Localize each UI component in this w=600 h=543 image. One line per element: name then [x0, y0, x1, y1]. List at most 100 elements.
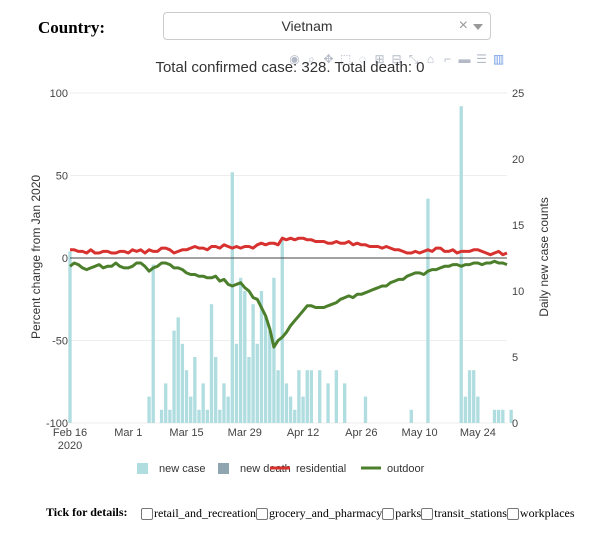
checkbox-grocery-and-pharmacy[interactable]: grocery_and_pharmacy: [255, 506, 383, 521]
left-tick-label: 50: [56, 171, 68, 183]
bar-new-case: [214, 357, 218, 423]
bar-new-case: [492, 409, 497, 423]
bar-new-case: [230, 172, 234, 423]
x-tick-year-label: 2020: [58, 440, 82, 452]
bar-new-case: [259, 291, 264, 423]
left-tick-label: -50: [52, 336, 68, 348]
details-label: Tick for details:: [46, 505, 128, 519]
y-axis-left-label: Percent change from Jan 2020: [29, 175, 43, 339]
y-axis-right-label: Daily new case counts: [537, 197, 551, 316]
bar-new-case: [426, 198, 430, 423]
bar-new-case: [293, 409, 297, 423]
spike-icon[interactable]: ⌐: [443, 52, 451, 66]
x-tick-label: Feb 16: [53, 427, 87, 439]
bar-new-case: [68, 251, 72, 423]
chart: Total confirmed case: 328. Total death: …: [29, 59, 551, 475]
right-tick-label: 15: [512, 220, 524, 232]
bar-new-case: [197, 409, 201, 423]
x-tick-label: Mar 1: [114, 427, 142, 439]
right-tick-label: 5: [512, 352, 518, 364]
bar-new-case: [193, 357, 197, 423]
bar-new-case: [276, 370, 280, 423]
right-axis: 0 5 10 15 20 25: [512, 88, 524, 430]
checkbox-label: retail_and_recreation: [154, 506, 256, 520]
bar-new-case: [189, 396, 193, 423]
pan-icon[interactable]: ✥: [323, 52, 334, 66]
legend-swatch: [218, 463, 229, 474]
bar-new-case: [334, 370, 339, 423]
series-residential-line: [70, 236, 508, 257]
bar-new-case: [509, 409, 513, 423]
bar-new-case: [497, 409, 501, 423]
zoom-out-icon[interactable]: ⊟: [391, 52, 402, 66]
x-tick-label: Apr 26: [345, 427, 377, 439]
chart-modebar: ◉ ⌕ ✥ ⬚ ◌ ⊞ ⊟ ⤡ ⌂ ⌐ ▬ ☰ ▥: [288, 53, 505, 71]
checkbox-label: grocery_and_pharmacy: [268, 506, 383, 520]
bar-new-case: [234, 343, 239, 423]
bar-new-case: [151, 264, 155, 423]
checkbox-transit-stations[interactable]: transit_stations: [421, 506, 507, 521]
bar-new-case: [201, 383, 205, 423]
bar-new-case: [459, 106, 463, 423]
checkbox-parks[interactable]: parks: [382, 506, 421, 521]
bar-new-case: [226, 396, 230, 423]
checkbox-label: parks: [395, 506, 422, 520]
plotly-logo-icon[interactable]: ▥: [492, 52, 505, 66]
bar-new-case: [164, 383, 168, 423]
x-tick-label: Mar 29: [228, 427, 262, 439]
zoom-icon[interactable]: ⌕: [308, 52, 315, 66]
right-tick-label: 20: [512, 154, 524, 166]
zoom-in-icon[interactable]: ⊞: [374, 52, 385, 66]
bar-new-case: [147, 396, 151, 423]
bar-new-case: [222, 383, 226, 423]
checkbox-label: workplaces: [519, 506, 575, 520]
bar-new-case: [243, 291, 247, 423]
country-select[interactable]: Vietnam ×: [163, 12, 491, 40]
bar-new-case: [172, 330, 176, 423]
bar-new-case: [343, 383, 347, 423]
bar-new-case: [209, 304, 214, 423]
left-tick-label: 100: [50, 88, 68, 100]
x-tick-label: May 10: [402, 427, 438, 439]
bar-new-case: [309, 370, 314, 423]
checkbox-box[interactable]: [382, 507, 395, 520]
box-select-icon[interactable]: ⬚: [339, 52, 352, 66]
left-tick-label: -100: [46, 418, 68, 430]
checkbox-label: transit_stations: [434, 506, 507, 520]
bar-new-case: [238, 277, 243, 423]
legend: new case new death residential outdoor: [137, 463, 425, 475]
bar-new-case: [297, 370, 301, 423]
checkbox-workplaces[interactable]: workplaces: [506, 506, 575, 521]
bar-new-case: [247, 357, 251, 423]
bar-new-case: [305, 370, 309, 423]
checkbox-box[interactable]: [421, 507, 434, 520]
bar-new-case: [318, 370, 322, 423]
country-select-value: Vietnam: [281, 18, 333, 34]
bar-new-case: [326, 383, 330, 423]
bar-new-case: [467, 370, 472, 423]
lasso-icon[interactable]: ◌: [358, 52, 367, 66]
checkbox-retail-and-recreation[interactable]: retail_and_recreation: [141, 506, 256, 521]
x-tick-label: Mar 15: [169, 427, 203, 439]
checkbox-box[interactable]: [141, 507, 153, 520]
details-checklist: retail_and_recreation grocery_and_pharma…: [141, 506, 575, 521]
checkbox-box[interactable]: [506, 507, 519, 520]
clear-icon[interactable]: ×: [458, 17, 468, 34]
autoscale-icon[interactable]: ⤡: [408, 52, 419, 66]
hover-closest-icon[interactable]: ▬: [458, 52, 471, 66]
bars-new-case: [68, 106, 513, 423]
checkbox-box[interactable]: [255, 507, 268, 520]
bar-new-case: [180, 343, 185, 423]
bar-new-case: [159, 409, 164, 423]
chevron-down-icon[interactable]: [473, 24, 483, 30]
bar-new-case: [168, 409, 172, 423]
hover-compare-icon[interactable]: ☰: [476, 52, 487, 66]
right-tick-label: 25: [512, 88, 524, 100]
chart-title: Total confirmed case: 328. Total death: …: [155, 59, 424, 76]
home-icon[interactable]: ⌂: [426, 52, 435, 66]
camera-icon[interactable]: ◉: [289, 52, 300, 66]
bar-new-case: [263, 317, 268, 423]
bar-new-case: [268, 330, 272, 423]
series-outdoor-line: [69, 259, 508, 349]
